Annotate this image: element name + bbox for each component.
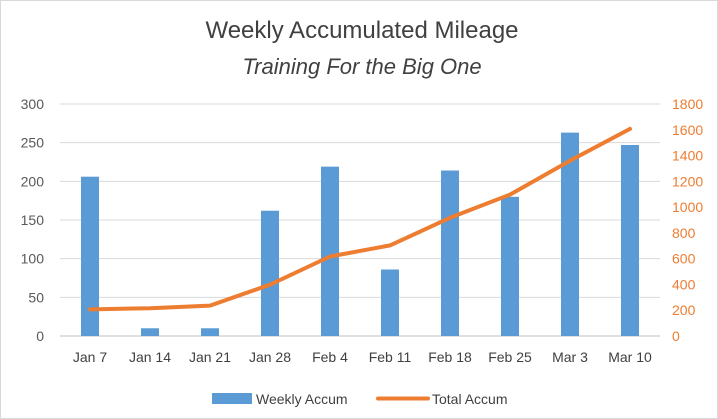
x-tick-label: Feb 11: [369, 349, 412, 365]
bar: [201, 328, 219, 336]
line-path: [88, 126, 632, 312]
left-tick-label: 0: [36, 328, 44, 344]
right-tick-label: 1400: [672, 148, 703, 164]
bar: [321, 166, 339, 336]
left-tick-label: 50: [28, 289, 44, 305]
bar-series-weekly-accum: [81, 132, 639, 336]
left-tick-label: 250: [21, 135, 45, 151]
x-tick-label: Jan 14: [129, 349, 171, 365]
right-tick-label: 1200: [672, 173, 703, 189]
bar: [381, 269, 399, 336]
right-tick-label: 200: [672, 302, 696, 318]
right-tick-label: 1000: [672, 199, 703, 215]
x-tick-label: Jan 21: [189, 349, 231, 365]
chart-title: Weekly Accumulated Mileage: [205, 17, 518, 44]
left-y-axis: 0 50 100 150 200 250 300: [21, 96, 45, 344]
right-tick-label: 600: [672, 251, 696, 267]
right-tick-label: 1800: [672, 96, 703, 112]
x-tick-label: Feb 25: [488, 349, 532, 365]
x-tick-label: Feb 18: [428, 349, 472, 365]
right-y-axis: 0 200 400 600 800 1000 1200 1400 1600 1800: [672, 96, 703, 344]
x-tick-label: Jan 28: [249, 349, 291, 365]
x-axis: Jan 7 Jan 14 Jan 21 Jan 28 Feb 4 Feb 11 Feb 18…: [73, 349, 652, 365]
left-tick-label: 300: [21, 96, 45, 112]
line-series-total-accum: [88, 126, 632, 312]
right-tick-label: 400: [672, 276, 696, 292]
bar: [501, 196, 519, 336]
legend-swatch-weekly-accum: [212, 393, 252, 404]
bar: [561, 132, 579, 336]
left-tick-label: 200: [21, 173, 45, 189]
left-tick-label: 150: [21, 212, 45, 228]
bar: [261, 210, 279, 336]
legend-label-total-accum: Total Accum: [432, 391, 507, 407]
bar: [621, 144, 639, 336]
chart-subtitle: Training For the Big One: [242, 54, 481, 79]
legend-label-weekly-accum: Weekly Accum: [256, 391, 348, 407]
legend: Weekly Accum Total Accum: [212, 391, 507, 407]
x-tick-label: Mar 10: [608, 349, 652, 365]
bar: [141, 328, 159, 336]
gridlines: [60, 103, 660, 337]
right-tick-label: 800: [672, 225, 696, 241]
x-tick-label: Jan 7: [73, 349, 107, 365]
bar: [81, 176, 99, 336]
left-tick-label: 100: [21, 251, 45, 267]
right-tick-label: 1600: [672, 122, 703, 138]
bar: [441, 170, 459, 336]
x-tick-label: Mar 3: [552, 349, 588, 365]
right-tick-label: 0: [672, 328, 680, 344]
x-tick-label: Feb 4: [312, 349, 348, 365]
